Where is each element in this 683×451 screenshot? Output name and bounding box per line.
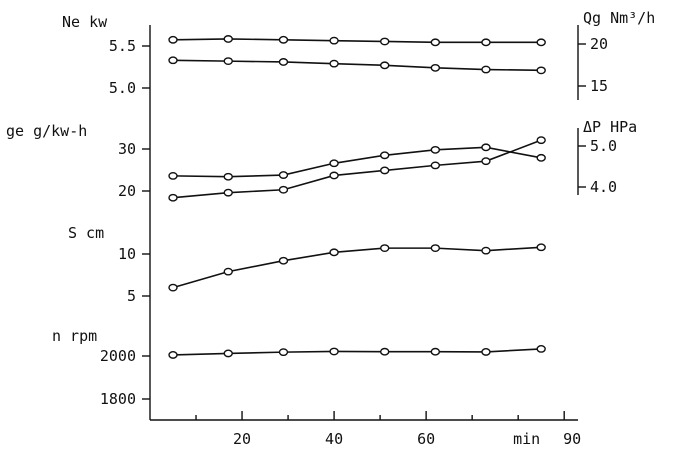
axis-labels: Ne kw Qg Nm³/h ge g/kw-h ΔP HPa S cm n rpm: [6, 9, 655, 345]
series-line-n-0: [172, 348, 542, 356]
data-point-ne: [380, 61, 390, 70]
tick-label-dp: 5.0: [590, 137, 617, 155]
data-point-n: [536, 345, 546, 353]
data-point-ge: [278, 171, 289, 179]
x-tick-label: 60: [417, 430, 435, 448]
data-point-n: [481, 348, 491, 356]
series-line-s-0: [172, 246, 542, 289]
data-point-ne: [278, 58, 289, 66]
series-line-ge-0: [172, 146, 542, 178]
data-point-ge: [278, 185, 289, 194]
data-point-n: [278, 348, 289, 357]
axis-label-qg: Qg Nm³/h: [583, 9, 655, 27]
right-axis-ticks: 20 15 5.0 4.0: [578, 35, 617, 196]
tick-label-n: 2000: [100, 347, 136, 365]
tick-label-ne: 5.0: [109, 79, 136, 97]
data-point-ne: [329, 59, 339, 68]
data-point-ge: [430, 145, 441, 154]
data-point-s: [430, 244, 441, 253]
axis-label-dp: ΔP HPa: [583, 118, 637, 136]
data-point-ne: [536, 66, 546, 75]
data-point-qg: [481, 38, 491, 47]
tick-label-s: 10: [118, 245, 136, 263]
data-point-ge: [329, 159, 339, 168]
data-point-ne: [481, 65, 491, 74]
data-point-ge: [168, 193, 178, 202]
data-point-ge: [223, 172, 233, 181]
data-point-ge: [536, 136, 546, 145]
data-point-n: [168, 351, 178, 359]
data-point-ge: [380, 151, 390, 160]
data-point-n: [329, 347, 339, 356]
data-point-s: [380, 244, 390, 253]
data-point-s: [329, 248, 339, 257]
tick-label-ge: 20: [118, 182, 136, 200]
tick-label-qg: 20: [590, 35, 608, 53]
left-axis-ticks: 5.5 5.0 30 20 10 5 2000 1800: [100, 37, 150, 408]
x-axis-ticks: 20 40 60 90 min: [195, 411, 581, 448]
data-point-qg: [329, 36, 339, 45]
data-point-s: [223, 267, 233, 276]
x-tick-label: 90: [563, 430, 581, 448]
tick-label-s: 5: [127, 287, 136, 305]
tick-label-ge: 30: [118, 140, 136, 158]
data-point-n: [380, 347, 390, 356]
axis-label-ge: ge g/kw-h: [6, 122, 87, 140]
data-point-ne: [223, 57, 233, 66]
data-point-qg: [430, 38, 441, 47]
data-point-n: [223, 349, 233, 358]
data-point-s: [536, 243, 546, 252]
tick-label-n: 1800: [100, 390, 136, 408]
data-point-qg: [278, 35, 289, 44]
data-point-ge: [481, 143, 491, 152]
data-point-s: [168, 283, 178, 292]
data-point-ne: [168, 56, 178, 65]
data-point-ge: [481, 157, 491, 166]
series-points: [168, 35, 546, 359]
data-point-ge: [329, 171, 339, 180]
data-point-ge: [168, 171, 178, 180]
axes: [149, 25, 579, 421]
data-point-s: [278, 256, 289, 265]
axis-label-n: n rpm: [52, 327, 97, 345]
axis-label-s: S cm: [68, 224, 104, 242]
series-line-ne-0: [172, 59, 542, 72]
data-point-ge: [430, 161, 441, 170]
data-point-qg: [380, 37, 390, 46]
series-line-ge-1: [172, 139, 542, 199]
data-point-ge: [223, 188, 233, 197]
x-axis-unit-label: min: [513, 430, 540, 448]
axis-label-ne: Ne kw: [62, 13, 108, 31]
tick-label-dp: 4.0: [590, 178, 617, 196]
data-point-qg: [168, 35, 178, 44]
data-point-s: [481, 246, 491, 255]
series-lines: [172, 38, 542, 356]
data-point-ge: [536, 153, 546, 162]
data-point-qg: [223, 35, 233, 43]
x-tick-label: 40: [325, 430, 343, 448]
data-point-n: [430, 347, 441, 356]
tick-label-qg: 15: [590, 77, 608, 95]
tick-label-ne: 5.5: [109, 37, 136, 55]
data-point-ge: [380, 166, 390, 175]
x-tick-label: 20: [233, 430, 251, 448]
data-point-ne: [430, 63, 441, 72]
data-point-qg: [536, 38, 546, 47]
series-line-qg-0: [172, 38, 542, 44]
